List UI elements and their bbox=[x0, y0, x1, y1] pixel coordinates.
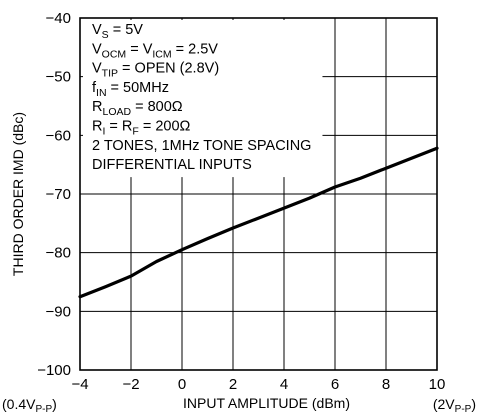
y-tick-label: −40 bbox=[46, 10, 71, 27]
x-tick-label: 4 bbox=[280, 376, 288, 393]
plot-frame bbox=[79, 17, 438, 371]
x-tick-label: 6 bbox=[331, 376, 339, 393]
y-tick-label: −70 bbox=[46, 186, 71, 203]
y-tick-labels: −40 −50 −60 −70 −80 −90 −100 bbox=[37, 10, 71, 379]
annotation-line: VS = 5V bbox=[92, 22, 143, 41]
annotation-line: VOCM = VICM = 2.5V bbox=[92, 41, 218, 60]
annotation-line: 2 TONES, 1MHz TONE SPACING bbox=[92, 138, 311, 154]
series-line bbox=[78, 146, 439, 299]
x-end-label-right: (2VP-P) bbox=[433, 396, 476, 413]
annotation-line: VTIP = OPEN (2.8V) bbox=[92, 61, 219, 80]
x-tick-label: 2 bbox=[229, 376, 237, 393]
annotation-line: RLOAD = 800Ω bbox=[92, 99, 183, 118]
x-axis-label: INPUT AMPLITUDE (dBm) bbox=[183, 395, 350, 411]
x-tick-label: 0 bbox=[178, 376, 186, 393]
annotation-line: fIN = 50MHz bbox=[92, 80, 169, 99]
y-tick-label: −80 bbox=[46, 245, 71, 262]
x-end-labels: (0.4VP-P) (2VP-P) bbox=[2, 396, 476, 413]
x-tick-label: −4 bbox=[71, 376, 88, 393]
y-tick-label: −100 bbox=[37, 362, 71, 379]
x-tick-label: 8 bbox=[382, 376, 390, 393]
y-axis-label: THIRD ORDER IMD (dBc) bbox=[10, 112, 26, 276]
annotation-line: RI = RF = 200Ω bbox=[92, 119, 191, 138]
y-tick-label: −90 bbox=[46, 303, 71, 320]
y-tick-label: −60 bbox=[46, 127, 71, 144]
annotation-line: DIFFERENTIAL INPUTS bbox=[92, 157, 252, 173]
annotation-background bbox=[83, 20, 323, 178]
x-tick-labels: −4 −2 0 2 4 6 8 10 bbox=[71, 376, 445, 393]
x-end-label-left: (0.4VP-P) bbox=[2, 396, 57, 413]
x-tick-label: −2 bbox=[122, 376, 139, 393]
x-tick-label: 10 bbox=[429, 376, 446, 393]
y-tick-label: −50 bbox=[46, 69, 71, 86]
